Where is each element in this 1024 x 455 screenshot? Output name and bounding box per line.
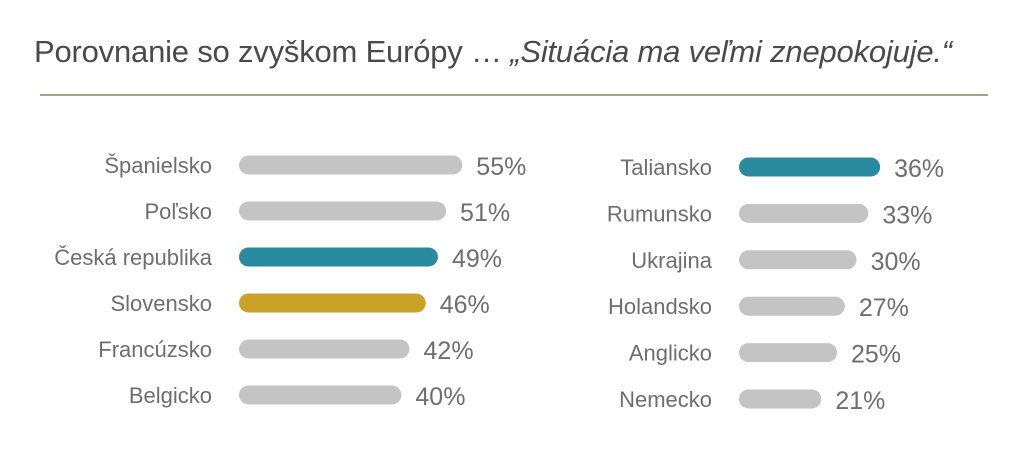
- bar: [739, 389, 822, 409]
- bar: [239, 339, 410, 359]
- value-label: 27%: [859, 294, 909, 322]
- chart-title-quote: „Situácia ma veľmi znepokojuje.“: [510, 34, 952, 69]
- bar: [739, 203, 869, 223]
- bar: [239, 293, 426, 313]
- chart-title-prefix: Porovnanie so zvyškom Európy …: [34, 34, 511, 69]
- value-label: 46%: [440, 291, 490, 319]
- bar: [239, 385, 402, 405]
- bar: [739, 157, 881, 177]
- category-label: Anglicko: [629, 341, 712, 366]
- bar: [739, 343, 837, 363]
- bar: [239, 155, 463, 175]
- category-label: Holandsko: [608, 294, 712, 319]
- category-label: Poľsko: [144, 199, 212, 224]
- category-label: Slovensko: [110, 291, 212, 316]
- bar: [239, 247, 438, 267]
- value-label: 55%: [476, 153, 526, 181]
- category-label: Taliansko: [620, 155, 712, 180]
- category-label: Ukrajina: [631, 248, 712, 273]
- category-label: Česká republika: [54, 245, 213, 270]
- bar: [739, 250, 857, 270]
- bar: [739, 296, 845, 316]
- value-label: 36%: [894, 155, 944, 183]
- category-label: Francúzsko: [98, 337, 212, 362]
- value-label: 25%: [851, 341, 901, 369]
- category-label: Španielsko: [104, 153, 212, 178]
- value-label: 42%: [424, 337, 474, 365]
- value-label: 51%: [460, 199, 510, 227]
- value-label: 40%: [415, 383, 465, 411]
- value-label: 30%: [871, 248, 921, 276]
- value-label: 21%: [835, 387, 885, 415]
- chart-panel-2: Taliansko 36% Rumunsko 33% Ukrajina 30% Holand…: [607, 155, 944, 415]
- chart-title: Porovnanie so zvyškom Európy … „Situácia…: [34, 34, 952, 70]
- title-divider: [40, 94, 988, 96]
- category-label: Nemecko: [619, 387, 712, 412]
- bar: [239, 201, 447, 221]
- value-label: 49%: [452, 245, 502, 273]
- chart-panel-1: Španielsko 55% Poľsko 51% Česká republika 49%…: [54, 153, 526, 411]
- value-label: 33%: [882, 201, 932, 229]
- category-label: Belgicko: [129, 383, 212, 408]
- category-label: Rumunsko: [607, 201, 712, 226]
